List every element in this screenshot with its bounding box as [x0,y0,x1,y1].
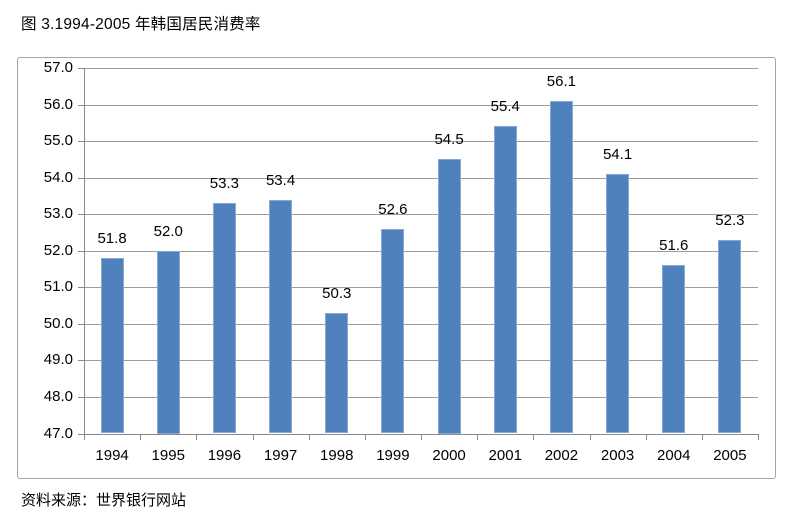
x-tick-label-1997: 1997 [263,446,298,464]
bar-2001 [493,126,517,434]
gridline [84,250,758,252]
x-tick-label-2001: 2001 [488,446,522,464]
x-tick-label-2002: 2002 [544,446,579,464]
y-axis-tick [78,287,84,289]
gridline [84,360,758,362]
y-axis-tick [78,104,84,106]
value-label-1994: 51.8 [97,230,127,248]
bar-2005 [718,239,742,434]
gridline [84,177,758,179]
y-axis-tick [78,177,84,179]
y-tick-label: 48.0 [43,387,73,405]
gridline [84,287,758,289]
value-label-1996: 53.3 [209,175,239,193]
source-note: 资料来源：世界银行网站 [21,492,187,509]
x-axis-tick [252,433,254,440]
bar-1994 [100,258,124,434]
y-axis-tick [78,68,84,69]
value-label-2001: 55.4 [490,98,520,116]
x-tick-label-2004: 2004 [657,446,691,464]
y-tick-label: 49.0 [43,351,73,369]
value-label-2000: 54.5 [434,131,464,149]
y-axis-tick [78,214,84,216]
x-axis-tick [308,433,310,440]
chart-title: 图 3.1994-2005 年韩国居民消费率 [21,16,261,33]
gridline [84,396,758,398]
gridline [84,214,758,216]
x-axis-tick [421,433,422,440]
bar-2002 [549,100,573,434]
gridline [84,323,758,325]
y-axis-tick [78,250,84,252]
bar-1997 [269,199,293,434]
x-tick-label-1999: 1999 [376,446,410,464]
gridline [84,68,758,69]
y-tick-label: 53.0 [43,205,73,223]
y-tick-label: 56.0 [43,95,73,113]
gridline [84,104,758,106]
x-axis-tick [140,433,142,440]
y-axis-tick [78,323,84,325]
bar-1998 [325,312,349,434]
y-tick-label: 47.0 [43,424,73,442]
bar-1999 [381,228,405,434]
x-tick-label-1995: 1995 [151,446,185,464]
x-axis-tick [758,433,759,440]
x-tick-label-1994: 1994 [95,446,129,464]
x-tick-label-2003: 2003 [600,446,635,464]
value-label-1998: 50.3 [322,284,352,302]
value-label-2005: 52.3 [715,211,745,229]
y-axis-line [84,68,85,434]
x-axis-tick [196,433,198,440]
gridline [84,141,758,143]
value-label-1999: 52.6 [378,200,408,218]
x-tick-label-1998: 1998 [320,446,354,464]
bar-2003 [606,173,630,434]
bar-1996 [212,203,236,434]
bar-2004 [662,265,686,434]
y-tick-label: 55.0 [43,132,73,150]
y-tick-label: 50.0 [43,314,73,332]
bar-1995 [156,250,180,434]
y-tick-label: 52.0 [43,241,73,259]
y-axis-tick [78,141,84,143]
value-label-2002: 56.1 [546,72,576,90]
y-axis-tick [78,360,84,362]
value-label-1995: 52.0 [153,222,183,240]
x-axis-tick [701,433,703,440]
x-axis-tick [645,433,647,440]
bar-2000 [437,159,461,434]
x-axis-tick [533,433,535,440]
value-label-1997: 53.4 [265,171,296,189]
y-tick-label: 54.0 [43,168,73,186]
x-axis-tick [84,433,85,440]
y-tick-label: 57.0 [43,59,73,76]
x-axis-tick [589,433,591,440]
y-tick-label: 51.0 [43,278,73,296]
x-tick-label-2005: 2005 [713,446,747,464]
y-axis-tick [78,396,84,398]
x-axis-tick [477,433,479,440]
value-label-2003: 54.1 [602,145,633,163]
y-axis-tick [78,433,84,435]
x-tick-label-2000: 2000 [432,446,466,464]
value-label-2004: 51.6 [659,237,689,255]
x-axis-tick [364,433,366,440]
x-tick-label-1996: 1996 [207,446,242,464]
chart-frame: 47.0 48.0 49.0 50.0 51.0 52.0 53.0 54.0 55.0 56.0… [17,57,776,479]
